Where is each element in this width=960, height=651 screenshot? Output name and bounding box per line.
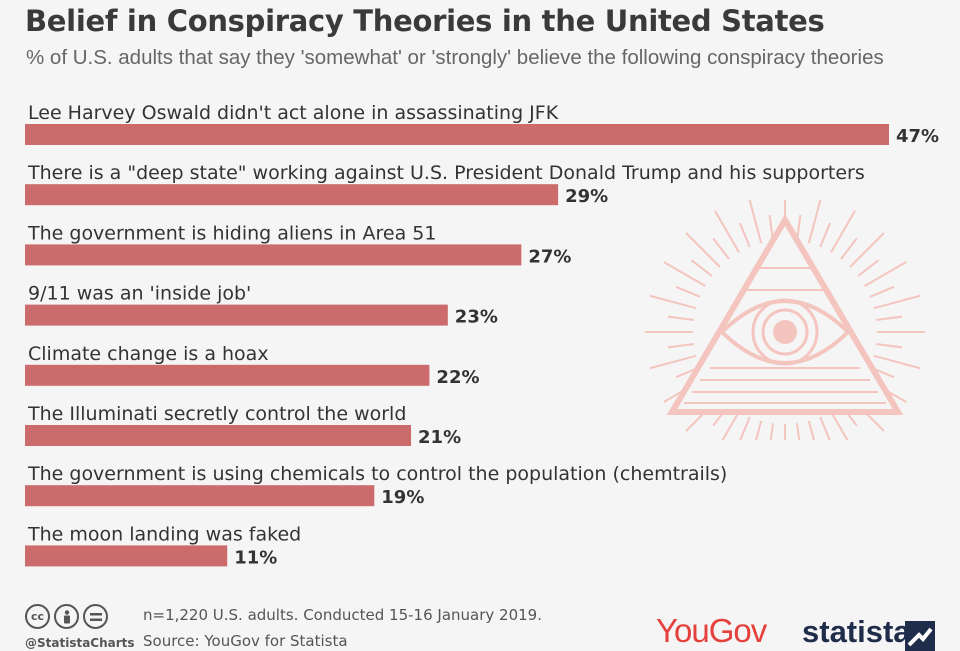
sun-ray	[876, 343, 903, 349]
bar-chart: Lee Harvey Oswald didn't act alone in as…	[25, 102, 939, 568]
sun-ray	[685, 232, 721, 268]
bar[interactable]	[25, 485, 375, 507]
sun-ray	[667, 343, 694, 349]
yougov-logo[interactable]: YouGov	[656, 612, 767, 649]
sun-ray	[873, 354, 921, 370]
sun-ray	[807, 200, 822, 244]
sun-ray	[663, 261, 706, 287]
creative-commons-icon[interactable]: cc	[25, 604, 50, 629]
bar[interactable]	[25, 184, 559, 206]
sun-ray	[712, 237, 730, 260]
sun-ray	[830, 411, 849, 440]
bar[interactable]	[25, 124, 889, 145]
sun-ray	[649, 354, 697, 370]
no-derivatives-icon[interactable]	[83, 604, 108, 629]
sun-ray	[755, 420, 763, 440]
chart-subtitle: % of U.S. adults that say they 'somewhat…	[26, 46, 884, 69]
bar[interactable]	[25, 244, 522, 266]
category-label: Lee Harvey Oswald didn't act alone in as…	[28, 102, 559, 124]
all-seeing-eye-pyramid-icon	[645, 200, 925, 440]
value-label: 23%	[455, 307, 498, 328]
sun-ray	[840, 237, 858, 260]
sun-ray	[667, 315, 694, 321]
category-label: Climate change is a hoax	[28, 343, 269, 365]
bar[interactable]	[25, 364, 430, 386]
sun-ray	[690, 259, 713, 277]
category-label: There is a "deep state" working against …	[27, 162, 865, 184]
statista-logo-icon	[905, 621, 935, 651]
sun-ray	[714, 210, 740, 253]
value-label: 11%	[234, 547, 277, 568]
sun-ray	[738, 222, 751, 248]
sun-ray	[807, 420, 815, 440]
value-label: 21%	[418, 427, 461, 448]
category-label: The government is hiding aliens in Area …	[27, 222, 436, 244]
sun-ray	[721, 411, 740, 440]
sun-ray	[849, 232, 885, 268]
value-label: 29%	[565, 186, 608, 207]
sun-ray	[649, 294, 697, 310]
sun-ray	[873, 294, 921, 310]
category-label: The moon landing was faked	[27, 523, 301, 545]
source-note[interactable]: Source: YouGov for Statista	[143, 632, 348, 650]
chart-title: Belief in Conspiracy Theories in the Uni…	[25, 4, 825, 38]
value-label: 22%	[436, 367, 479, 388]
bar[interactable]	[25, 545, 228, 567]
value-label: 27%	[528, 246, 571, 267]
twitter-handle[interactable]: @StatistaCharts	[25, 636, 135, 650]
survey-note: n=1,220 U.S. adults. Conducted 15-16 Jan…	[143, 606, 542, 624]
sun-ray	[748, 200, 763, 244]
sun-ray	[769, 423, 774, 440]
sun-ray	[830, 210, 856, 253]
sun-ray	[857, 259, 880, 277]
statista-logo[interactable]: statista	[802, 614, 911, 649]
category-label: The Illuminati secretly control the worl…	[27, 403, 406, 425]
sun-ray	[675, 285, 701, 298]
bar[interactable]	[25, 304, 448, 326]
sun-ray	[819, 416, 831, 440]
sun-ray	[864, 261, 907, 287]
category-label: 9/11 was an 'inside job'	[28, 283, 251, 305]
sun-ray	[796, 423, 801, 440]
attribution-icon[interactable]	[54, 604, 79, 629]
sun-ray	[819, 222, 832, 248]
bar[interactable]	[25, 425, 412, 446]
category-label: The government is using chemicals to con…	[27, 463, 727, 485]
sun-ray	[869, 285, 895, 298]
value-label: 47%	[896, 126, 939, 147]
sun-ray	[739, 416, 751, 440]
sun-ray	[876, 315, 903, 321]
license-icons: cc	[25, 604, 108, 629]
value-label: 19%	[381, 487, 424, 508]
